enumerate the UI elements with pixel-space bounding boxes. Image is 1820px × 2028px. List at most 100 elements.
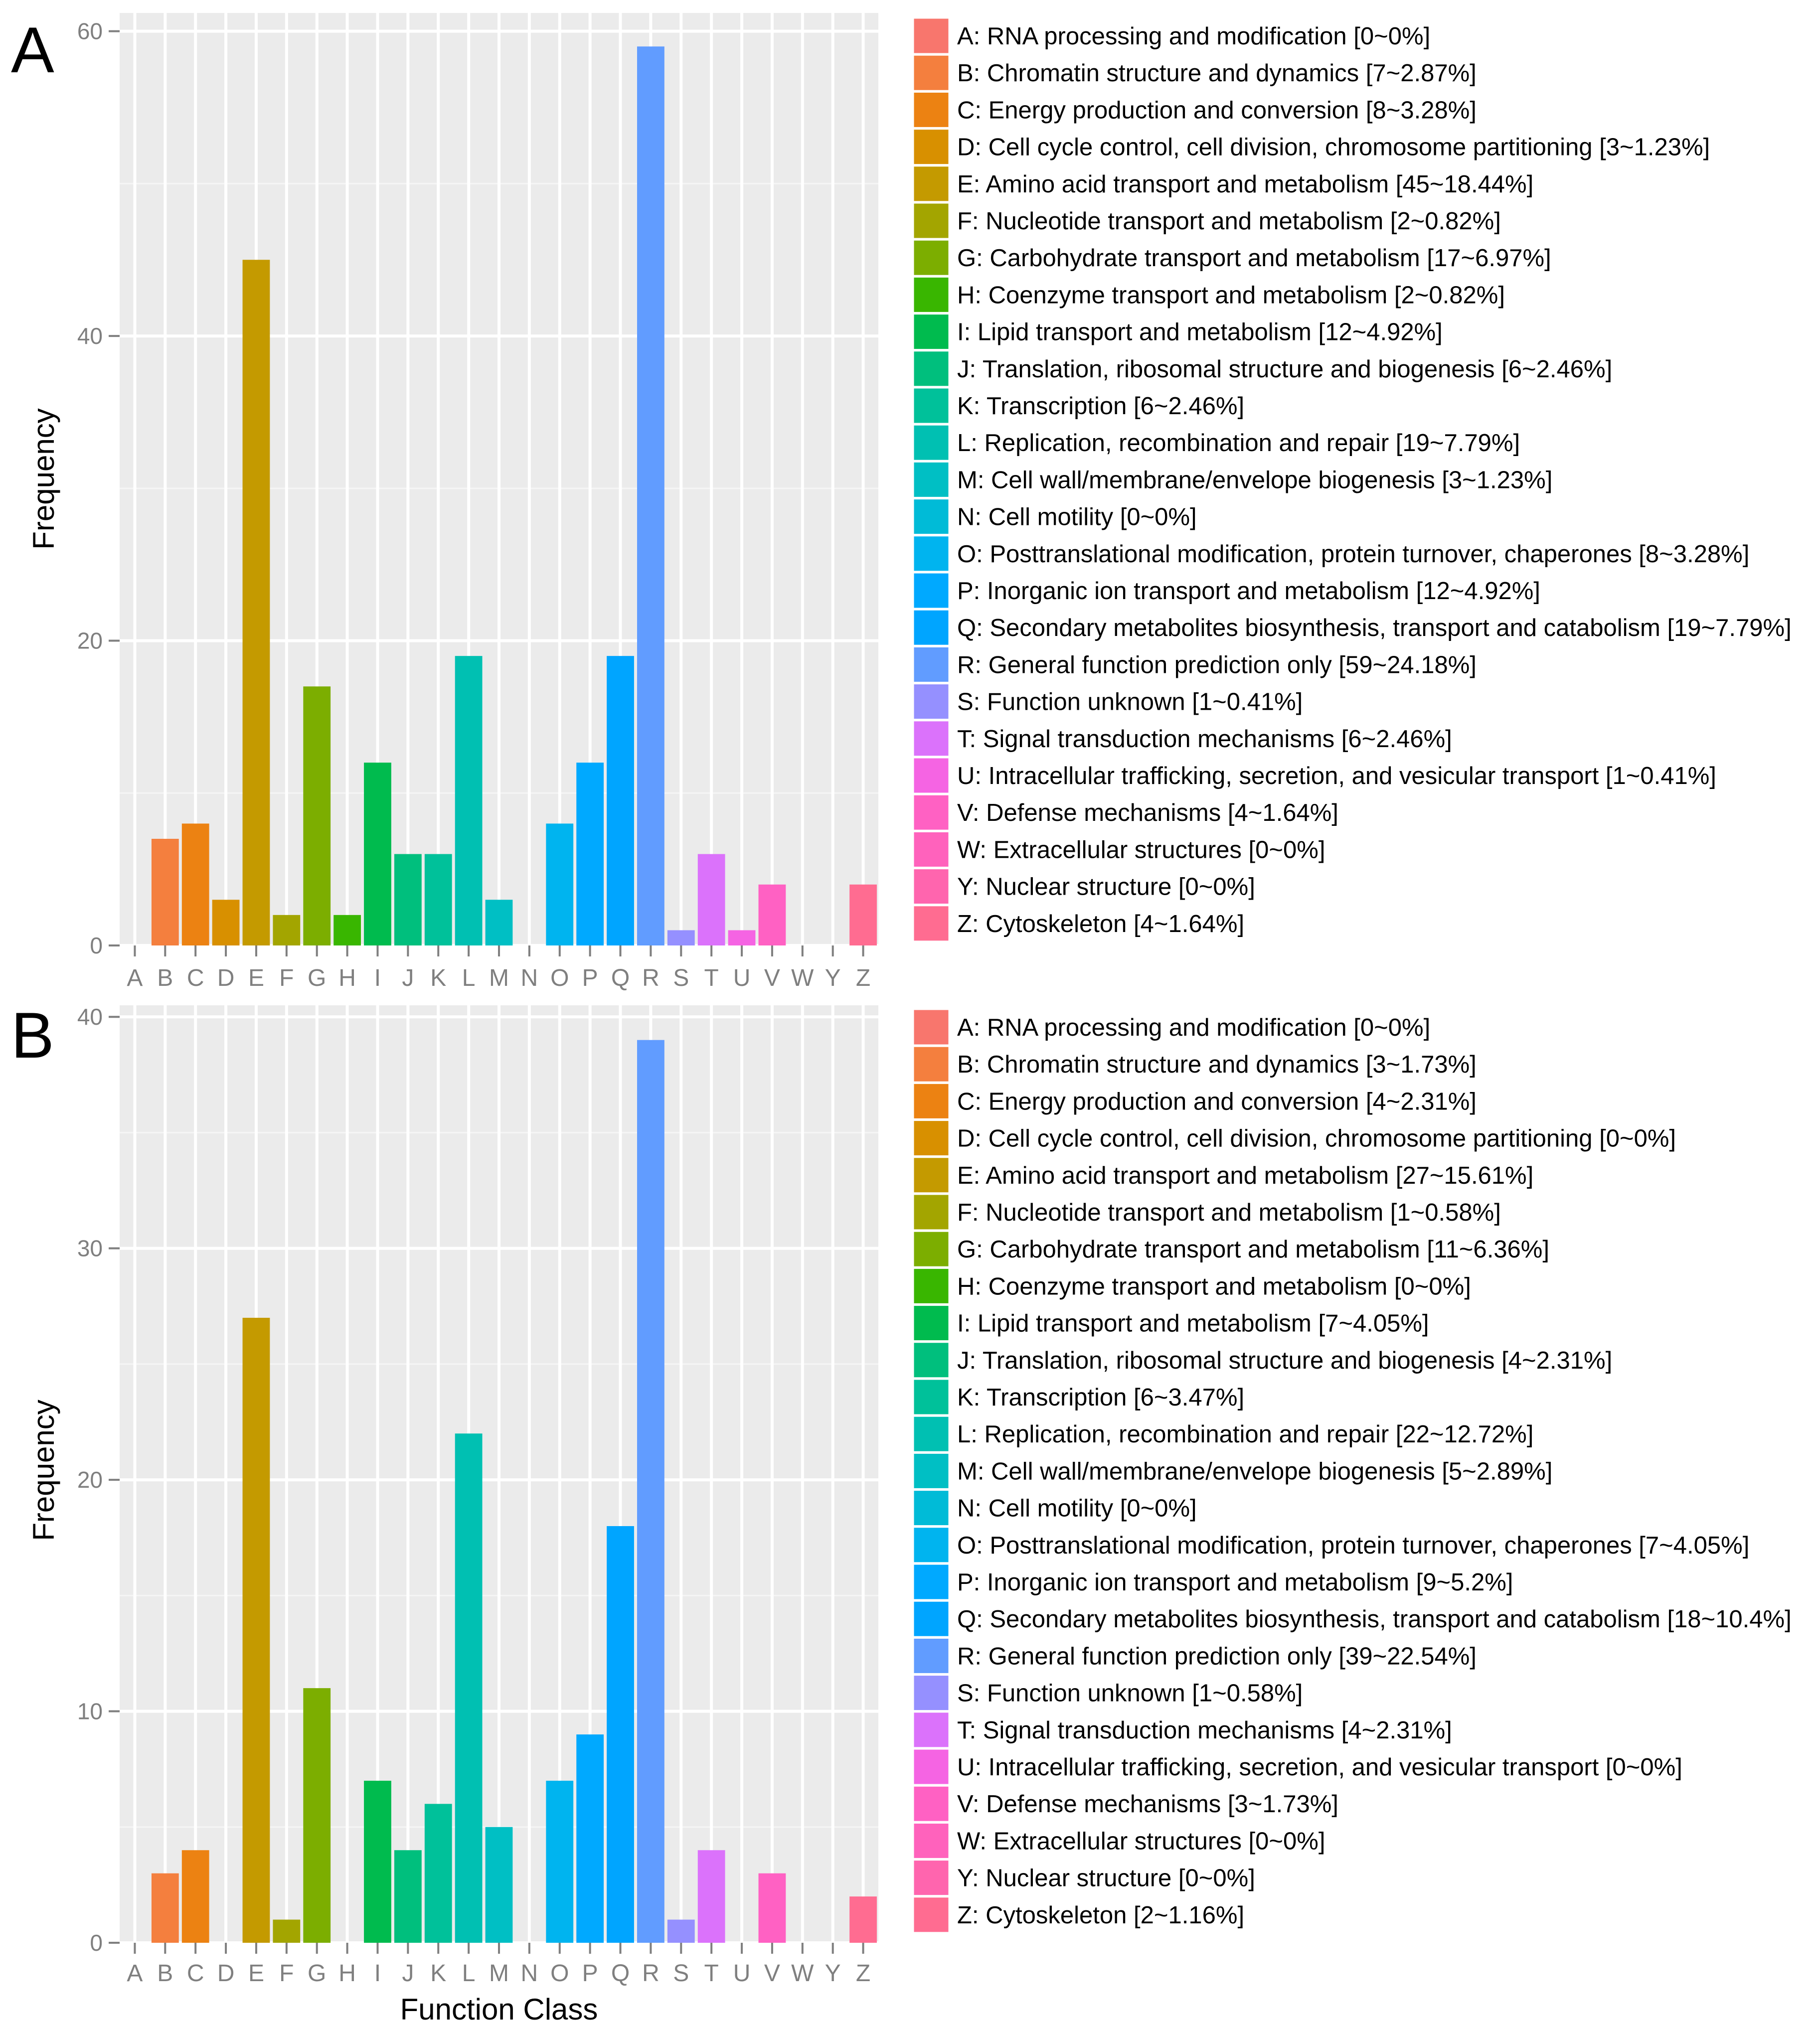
x-tick-label: J [402,1960,414,1987]
legend-label: W: Extracellular structures [0~0%] [957,836,1325,863]
bar-g [303,686,331,945]
x-tick-label: K [430,965,446,991]
bar-c [181,1850,209,1943]
legend-swatch [912,461,950,498]
x-tick-label: E [248,1960,264,1987]
legend-label: V: Defense mechanisms [4~1.64%] [957,799,1338,826]
x-tick-label: B [157,1960,173,1987]
bar-v [758,1873,786,1943]
y-tick-label: 30 [77,1236,103,1261]
bar-m [485,900,513,945]
y-tick-label: 40 [77,1004,103,1030]
legend-swatch [912,1341,950,1379]
bar-e [242,260,270,946]
x-tick-label: V [764,965,780,991]
y-tick-label: 60 [77,18,103,44]
x-tick-label: N [521,1960,538,1987]
legend-label: I: Lipid transport and metabolism [12~4.… [957,319,1443,346]
x-tick-label: D [217,965,235,991]
legend-label: P: Inorganic ion transport and metabolis… [957,1569,1513,1596]
legend-label: O: Posttranslational modification, prote… [957,541,1749,568]
legend-label: F: Nucleotide transport and metabolism [… [957,1199,1501,1226]
legend-swatch [912,1637,950,1675]
x-tick-label: R [642,965,660,991]
x-tick-label: T [704,1960,718,1987]
x-tick-label: L [462,965,476,991]
legend-label: F: Nucleotide transport and metabolism [… [957,208,1501,235]
legend-label: J: Translation, ribosomal structure and … [957,1347,1612,1374]
legend-swatch [912,1045,950,1083]
panel-label: B [11,999,54,1072]
legend-label: J: Translation, ribosomal structure and … [957,356,1612,383]
x-tick-label: I [374,1960,381,1987]
bar-q [607,656,634,945]
legend-swatch [912,1193,950,1231]
legend-swatch [912,1119,950,1157]
bar-j [394,1850,422,1943]
legend-label: G: Carbohydrate transport and metabolism… [957,245,1551,272]
x-tick-label: J [402,965,414,991]
bar-f [273,1919,301,1943]
legend-label: Q: Secondary metabolites biosynthesis, t… [957,1606,1792,1633]
legend-swatch [912,720,950,758]
x-tick-label: M [489,965,509,991]
x-tick-label: L [462,1960,476,1987]
legend-swatch [912,165,950,203]
legend-swatch [912,1304,950,1342]
legend-label: G: Carbohydrate transport and metabolism… [957,1236,1549,1263]
legend-label: W: Extracellular structures [0~0%] [957,1828,1325,1855]
bar-j [394,854,422,945]
x-tick-label: D [217,1960,235,1987]
legend-swatch [912,1008,950,1046]
legend-swatch [912,645,950,683]
legend-swatch [912,609,950,646]
y-tick-label: 20 [77,1467,103,1493]
legend-label: E: Amino acid transport and metabolism [… [957,1162,1533,1189]
legend-label: A: RNA processing and modification [0~0%… [957,23,1430,50]
legend-swatch [912,1748,950,1786]
legend-label: Z: Cytoskeleton [4~1.64%] [957,911,1244,937]
x-tick-label: E [248,965,264,991]
legend-label: O: Posttranslational modification, prote… [957,1532,1749,1559]
legend-label: K: Transcription [6~3.47%] [957,1384,1244,1411]
legend-label: K: Transcription [6~2.46%] [957,393,1244,420]
legend-swatch [912,1378,950,1416]
bar-z [849,884,877,945]
legend-label: B: Chromatin structure and dynamics [7~2… [957,60,1477,87]
legend-label: B: Chromatin structure and dynamics [3~1… [957,1051,1477,1078]
x-tick-label: H [338,965,356,991]
legend-label: C: Energy production and conversion [4~2… [957,1088,1477,1115]
x-tick-label: Q [611,1960,630,1987]
bar-t [697,1850,725,1943]
x-tick-label: C [187,965,204,991]
bar-i [364,763,391,945]
legend-swatch [912,1600,950,1638]
legend-swatch [912,128,950,166]
x-tick-label: P [582,1960,598,1987]
legend-swatch [912,91,950,129]
bar-o [546,1780,574,1943]
x-tick-label: Z [856,1960,870,1987]
legend-label: Y: Nuclear structure [0~0%] [957,874,1255,901]
legend-label: E: Amino acid transport and metabolism [… [957,171,1533,198]
legend-swatch [912,1711,950,1749]
legend-label: H: Coenzyme transport and metabolism [0~… [957,1273,1471,1300]
legend-label: S: Function unknown [1~0.41%] [957,689,1303,716]
legend-label: T: Signal transduction mechanisms [6~2.4… [957,726,1452,753]
legend-label: M: Cell wall/membrane/envelope biogenesi… [957,1458,1552,1485]
x-tick-label: F [279,1960,294,1987]
bar-g [303,1688,331,1943]
x-tick-label: S [673,1960,689,1987]
x-tick-label: B [157,965,173,991]
legend-swatch [912,1785,950,1823]
legend-label: D: Cell cycle control, cell division, ch… [957,1125,1676,1152]
x-tick-label: P [582,965,598,991]
bar-o [546,823,574,945]
x-tick-label: T [704,965,718,991]
legend-swatch [912,1489,950,1527]
bar-k [424,854,452,945]
legend-swatch [912,239,950,277]
bar-r [637,46,664,945]
legend-label: R: General function prediction only [59~… [957,651,1477,678]
bar-b [151,838,179,945]
